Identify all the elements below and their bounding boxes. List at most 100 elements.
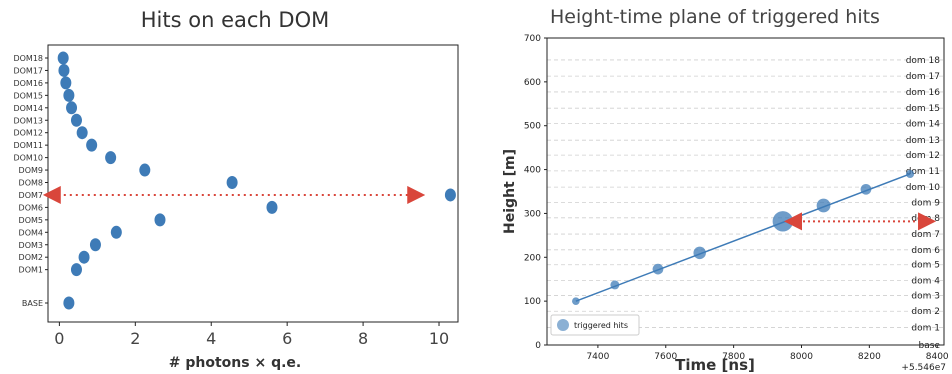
right-dom-level-label: dom 6 — [911, 246, 940, 256]
left-y-tick-label: DOM7 — [19, 191, 43, 200]
right-dom-level-label: dom 10 — [906, 183, 941, 193]
left-data-point — [154, 213, 166, 227]
right-x-tick-label: 7800 — [722, 352, 745, 362]
left-y-tick-label: DOM15 — [13, 91, 43, 100]
right-chart-panel: Height-time plane of triggered hits base… — [478, 0, 952, 374]
left-y-tick-label: DOM16 — [13, 79, 43, 88]
right-chart-title: Height-time plane of triggered hits — [550, 6, 880, 28]
left-y-tick-label: DOM12 — [13, 129, 43, 138]
left-y-tick-label: DOM6 — [19, 203, 43, 212]
right-y-tick-label: 200 — [524, 253, 541, 263]
left-x-tick-label: 6 — [282, 329, 292, 348]
right-dom-level-label: dom 7 — [911, 230, 940, 240]
left-y-tick-label: DOM1 — [19, 266, 43, 275]
right-dom-level-label: dom 17 — [906, 72, 940, 82]
right-data-point — [652, 263, 664, 275]
left-data-point — [70, 263, 82, 277]
left-data-point — [110, 225, 122, 239]
right-x-tick-label: 7400 — [586, 352, 609, 362]
left-data-point — [57, 51, 69, 65]
left-chart-title: Hits on each DOM — [140, 8, 330, 32]
left-y-tick-label: DOM3 — [19, 241, 43, 250]
right-dom-level-label: dom 9 — [911, 198, 940, 208]
left-x-tick-label: 8 — [358, 329, 368, 348]
left-y-tick-label: DOM4 — [19, 228, 43, 237]
right-y-axis-label: Height [m] — [502, 149, 518, 234]
left-data-point — [58, 63, 70, 77]
left-y-tick-label: DOM9 — [19, 166, 43, 175]
left-chart-panel: Hits on each DOM 0 2 4 6 8 10 BASE DOM1 DOM2 DOM3… — [0, 0, 470, 374]
left-data-point — [444, 188, 456, 202]
right-data-point — [610, 280, 620, 290]
left-data-point — [76, 126, 88, 140]
left-y-tick-label: DOM14 — [13, 104, 43, 113]
right-data-point — [572, 297, 580, 305]
right-x-tick-label: 8000 — [790, 352, 813, 362]
right-x-tick-label: 8200 — [858, 352, 881, 362]
left-data-point — [70, 113, 82, 127]
left-y-tick-label: DOM2 — [19, 253, 43, 262]
right-y-tick-label: 400 — [524, 166, 541, 176]
left-data-point — [226, 176, 238, 189]
left-data-point — [63, 88, 75, 102]
right-dom-level-label: dom 4 — [911, 277, 940, 287]
right-legend-label: triggered hits — [574, 321, 628, 330]
left-y-tick-label: DOM13 — [13, 116, 43, 125]
right-x-tick-label: 8400 — [926, 352, 949, 362]
right-y-tick-label: 600 — [524, 78, 541, 88]
right-y-tick-label: 0 — [535, 341, 541, 351]
right-legend: triggered hits — [550, 314, 640, 336]
right-chart-xlabel: Time [ns] — [675, 356, 755, 374]
right-dom-level-label: dom 14 — [906, 120, 941, 130]
left-y-tick-label: DOM8 — [19, 179, 43, 188]
right-y-tick-label: 700 — [524, 34, 541, 44]
left-x-tick-label: 10 — [429, 329, 449, 348]
left-data-point — [139, 163, 151, 177]
left-plot-frame — [47, 44, 459, 323]
right-dom-level-label: dom 18 — [906, 56, 941, 66]
left-data-point — [66, 101, 78, 115]
left-y-tick-label: DOM11 — [13, 141, 43, 150]
right-dom-level-label: dom 11 — [906, 167, 940, 177]
left-chart-svg: 0 2 4 6 8 10 BASE DOM1 DOM2 DOM3 DOM4 DOM5 DOM6 DOM7 D… — [13, 44, 459, 348]
right-dom-level-label: dom 1 — [911, 323, 940, 333]
left-y-tick-label: DOM17 — [13, 66, 43, 75]
right-data-point — [906, 169, 915, 178]
right-dom-level-label: dom 5 — [911, 261, 940, 271]
right-x-tick-label: 7600 — [654, 352, 677, 362]
right-x-offset-label: +5.546e7 — [901, 363, 946, 373]
right-dom-level-label: dom 2 — [911, 307, 940, 317]
right-data-point — [816, 198, 831, 213]
right-dom-level-label: dom 13 — [906, 136, 940, 146]
left-data-point — [86, 138, 98, 152]
left-data-point — [60, 76, 72, 90]
left-data-point — [89, 238, 101, 252]
left-data-point — [78, 250, 90, 264]
right-data-point — [860, 183, 872, 195]
right-data-point — [693, 246, 706, 260]
right-legend-marker — [557, 319, 569, 331]
right-dom-level-label: base — [919, 341, 941, 351]
right-dom-level-label: dom 8 — [911, 214, 940, 224]
left-data-point — [266, 200, 278, 214]
left-x-tick-label: 0 — [54, 329, 64, 348]
right-data-point — [772, 211, 794, 232]
right-dom-level-label: dom 12 — [906, 151, 940, 161]
left-x-tick-label: 4 — [206, 329, 216, 348]
right-chart-svg: base dom 1 dom 2 dom 3 dom 4 dom 5 dom 6 dom 7 d… — [502, 34, 949, 373]
right-dom-level-label: dom 16 — [906, 88, 941, 98]
right-fit-line — [575, 173, 911, 302]
right-dom-level-label: dom 15 — [906, 104, 940, 114]
right-y-tick-label: 300 — [524, 209, 541, 219]
left-y-tick-label: BASE — [22, 299, 43, 308]
left-data-point — [63, 296, 75, 310]
left-data-point — [105, 151, 117, 165]
right-y-tick-label: 500 — [524, 122, 541, 132]
right-y-tick-label: 100 — [524, 297, 541, 307]
left-y-tick-label: DOM10 — [13, 154, 43, 163]
left-y-tick-label: DOM18 — [13, 54, 43, 63]
right-legend-box — [550, 314, 640, 336]
left-x-tick-label: 2 — [130, 329, 140, 348]
right-plot-frame — [546, 37, 945, 346]
right-dom-level-label: dom 3 — [911, 291, 940, 301]
